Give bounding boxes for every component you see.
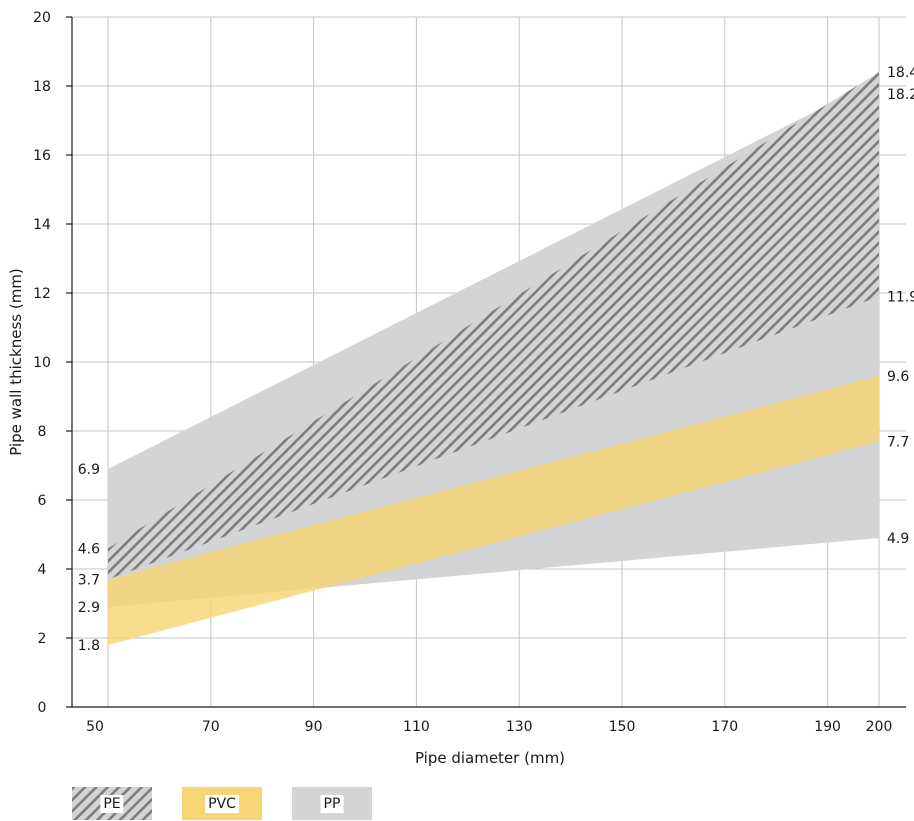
- band-value-label-left: 3.7: [78, 572, 100, 588]
- y-tick-label: 4: [38, 562, 47, 578]
- band-value-label-right: 7.7: [887, 434, 909, 450]
- x-tick-label: 200: [866, 719, 893, 735]
- band-pvc: [108, 375, 879, 645]
- y-tick-label: 16: [33, 148, 51, 164]
- chart: 50 70 90 110 130 150 170 190 200 0 2 4 6 8 10 12 14 16 18 2…: [7, 10, 914, 767]
- x-tick-label: 90: [305, 719, 323, 735]
- x-tick-label: 110: [403, 719, 430, 735]
- band-value-label-left: 6.9: [78, 462, 100, 478]
- x-tick-label: 130: [506, 719, 533, 735]
- y-tick-label: 12: [33, 286, 51, 302]
- band-value-label-left: 2.9: [78, 600, 100, 616]
- legend-item-pe: PE: [72, 787, 152, 820]
- bands: [108, 72, 879, 645]
- y-tick-label: 2: [38, 631, 47, 647]
- band-value-label-left: 4.6: [78, 541, 100, 557]
- x-axis-title: Pipe diameter (mm): [415, 749, 565, 767]
- y-tick-label: 18: [33, 79, 51, 95]
- y-tick-label: 14: [33, 217, 51, 233]
- x-tick-label: 70: [202, 719, 220, 735]
- y-tick-label: 0: [38, 700, 47, 716]
- band-value-label-right: 18.4: [887, 65, 914, 81]
- legend: PE PVC PP: [72, 787, 372, 820]
- band-value-label-left: 1.8: [78, 638, 100, 654]
- y-tick-label: 8: [38, 424, 47, 440]
- axes: [66, 16, 906, 708]
- y-axis-title: Pipe wall thickness (mm): [7, 268, 25, 456]
- legend-item-pvc: PVC: [182, 787, 262, 820]
- legend-item-pp: PP: [292, 787, 372, 820]
- band-value-label-right: 18.2: [887, 87, 914, 103]
- y-tick-label: 6: [38, 493, 47, 509]
- y-tick-label: 10: [33, 355, 51, 371]
- band-value-label-right: 11.9: [887, 289, 914, 305]
- x-tick-label: 190: [814, 719, 841, 735]
- band-value-label-right: 4.9: [887, 531, 909, 547]
- legend-label-pvc: PVC: [205, 794, 239, 813]
- band-value-label-right: 9.6: [887, 369, 909, 385]
- y-tick-label: 20: [33, 10, 51, 26]
- value-labels: 6.9 4.6 3.7 2.9 1.8 18.4 18.2 11.9 9.6 7.7 4.9: [78, 65, 914, 654]
- legend-label-pp: PP: [320, 794, 344, 813]
- legend-label-pe: PE: [100, 794, 124, 813]
- x-tick-label: 170: [711, 719, 738, 735]
- tick-labels: 50 70 90 110 130 150 170 190 200 0 2 4 6 8 10 12 14 16 18 2…: [33, 10, 892, 735]
- x-tick-label: 50: [86, 719, 104, 735]
- band-pe: [108, 72, 879, 580]
- x-tick-label: 150: [609, 719, 636, 735]
